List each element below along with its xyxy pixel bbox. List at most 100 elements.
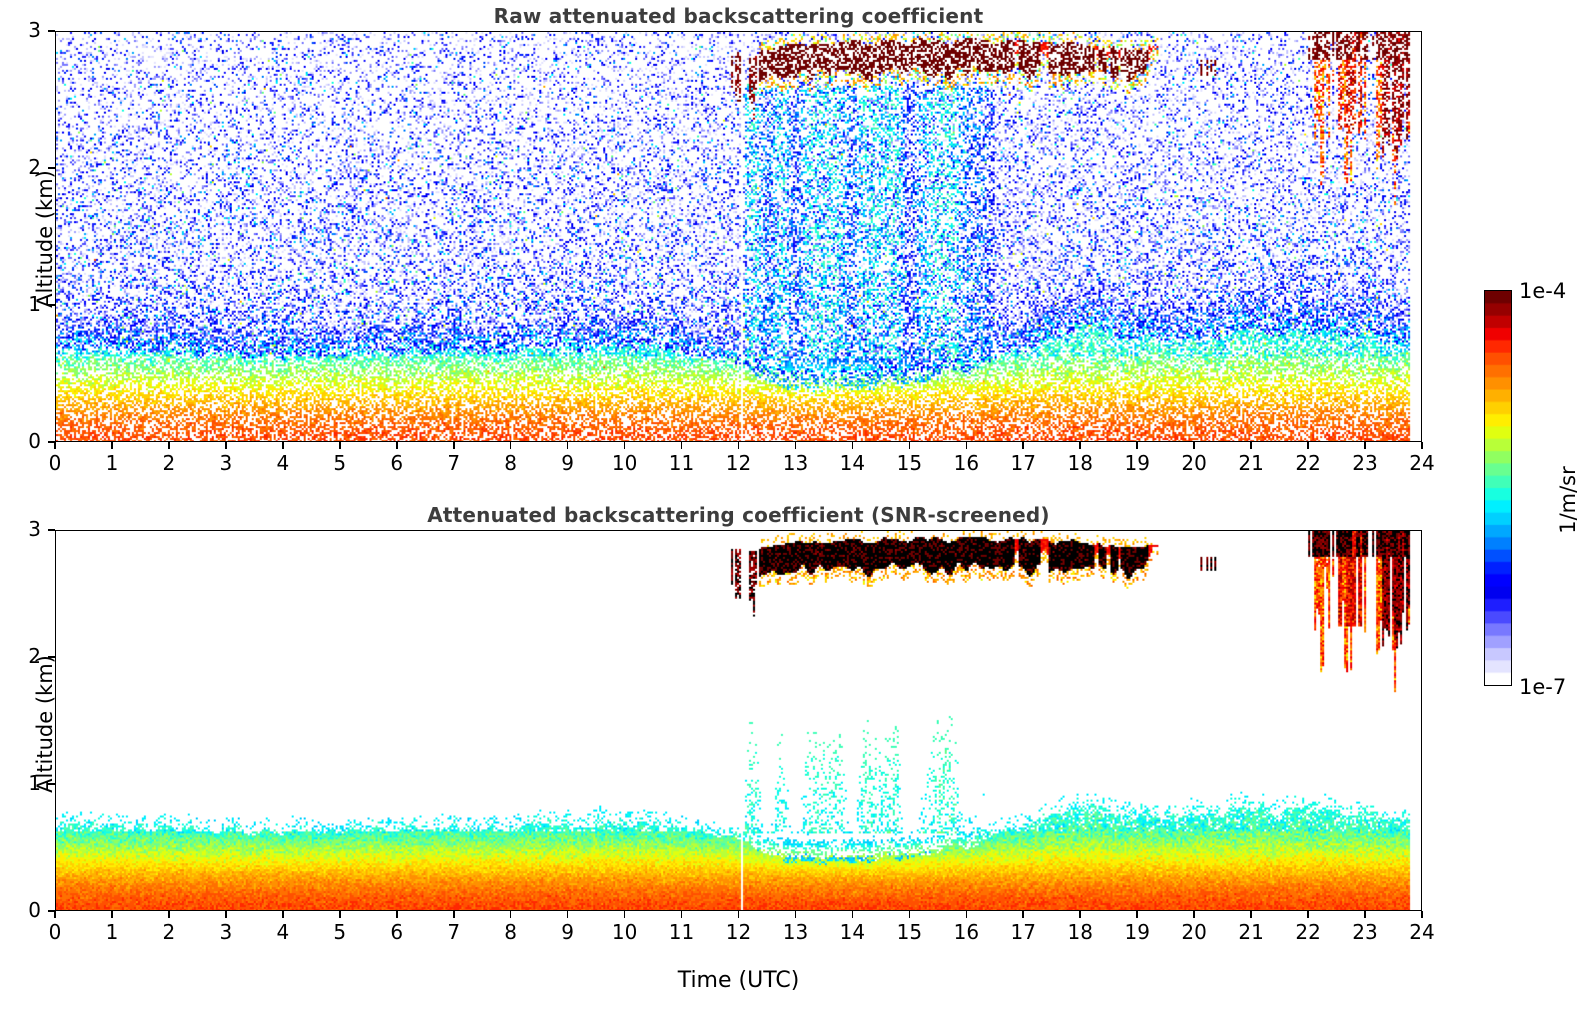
bot-ytick-3 [48, 529, 55, 531]
bot-xtick-2 [168, 911, 170, 918]
bot-xticklabel-16: 16 [953, 920, 980, 944]
top-xtick-18 [1079, 442, 1082, 449]
top-xticklabel-15: 15 [896, 451, 923, 475]
bot-xtick-15 [908, 911, 911, 918]
bot-xtick-7 [452, 911, 455, 918]
top-xtick-19 [1136, 442, 1138, 449]
top-xtick-11 [680, 442, 683, 449]
top-xticklabel-16: 16 [953, 451, 980, 475]
bot-xticklabel-23: 23 [1352, 920, 1378, 944]
top-ytick-2 [48, 167, 55, 169]
bot-ytick-1 [48, 783, 55, 785]
bot-xticklabel-0: 0 [48, 920, 62, 944]
top-panel-ylabel: Altitude (km) [33, 170, 57, 308]
top-xtick-12 [737, 442, 740, 449]
bot-xtick-17 [1022, 911, 1025, 918]
top-xticklabel-0: 0 [48, 451, 62, 475]
bot-xtick-9 [566, 911, 569, 918]
top-xtick-20 [1193, 442, 1195, 449]
bot-xtick-13 [794, 911, 797, 918]
bot-xticklabel-3: 3 [219, 920, 233, 944]
top-xticklabel-19: 19 [1124, 451, 1150, 475]
top-xticklabel-4: 4 [276, 451, 290, 475]
bot-xticklabel-11: 11 [668, 920, 695, 944]
bot-xticklabel-20: 20 [1181, 920, 1207, 944]
colorbar-title: 1/m/sr [1556, 466, 1580, 534]
bot-xtick-1 [111, 911, 113, 918]
bot-xticklabel-8: 8 [504, 920, 518, 944]
bottom-panel-title: Attenuated backscattering coefficient (S… [427, 503, 1050, 527]
bot-xticklabel-4: 4 [276, 920, 290, 944]
top-xtick-3 [225, 442, 227, 449]
bot-yticklabel-0: 0 [28, 898, 41, 922]
top-xtick-1 [111, 442, 113, 449]
x-axis-label: Time (UTC) [677, 968, 800, 993]
top-panel-title: Raw attenuated backscattering coefficien… [493, 4, 984, 28]
bot-xtick-12 [737, 911, 740, 918]
bot-xtick-20 [1193, 911, 1195, 918]
top-xtick-24 [1421, 442, 1423, 449]
top-panel-axes [55, 31, 1422, 442]
bot-xtick-4 [282, 911, 284, 918]
top-xticklabel-9: 9 [561, 451, 574, 475]
colorbar-max-label: 1e-4 [1519, 279, 1567, 303]
top-xticklabel-18: 18 [1067, 451, 1093, 475]
bot-ytick-0 [48, 910, 55, 912]
bottom-panel-ylabel: Altitude (km) [33, 655, 57, 793]
bot-xtick-3 [225, 911, 227, 918]
top-xticklabel-2: 2 [162, 451, 176, 475]
bot-xticklabel-10: 10 [611, 920, 638, 944]
bot-xtick-22 [1307, 911, 1309, 918]
top-xtick-2 [168, 442, 170, 449]
top-xticklabel-22: 22 [1295, 451, 1321, 475]
top-ytick-3 [48, 30, 55, 32]
top-xticklabel-23: 23 [1352, 451, 1378, 475]
bot-xticklabel-22: 22 [1295, 920, 1321, 944]
bot-xticklabel-13: 13 [782, 920, 809, 944]
top-xtick-4 [282, 442, 284, 449]
bot-xticklabel-12: 12 [725, 920, 752, 944]
bot-xticklabel-19: 19 [1124, 920, 1150, 944]
bot-xtick-18 [1079, 911, 1082, 918]
snr-screened-backscatter-heatmap [56, 531, 1421, 910]
top-xtick-23 [1364, 442, 1366, 449]
bot-xtick-6 [395, 911, 398, 918]
top-xtick-8 [509, 442, 512, 449]
top-xticklabel-13: 13 [782, 451, 809, 475]
top-xtick-6 [395, 442, 398, 449]
top-xtick-21 [1250, 442, 1252, 449]
bot-xtick-14 [851, 911, 854, 918]
top-yticklabel-0: 0 [28, 429, 41, 453]
bot-xtick-21 [1250, 911, 1252, 918]
top-xticklabel-12: 12 [725, 451, 752, 475]
bot-xticklabel-6: 6 [390, 920, 404, 944]
colorbar [1484, 290, 1512, 686]
bot-xticklabel-5: 5 [333, 920, 347, 944]
bot-ytick-2 [48, 656, 55, 658]
top-xticklabel-24: 24 [1409, 451, 1435, 475]
top-xtick-9 [566, 442, 569, 449]
top-yticklabel-2: 2 [28, 155, 41, 179]
top-xticklabel-5: 5 [333, 451, 347, 475]
bot-xticklabel-17: 17 [1010, 920, 1036, 944]
top-yticklabel-1: 1 [28, 292, 41, 316]
bot-yticklabel-2: 2 [28, 644, 41, 668]
bot-xticklabel-2: 2 [162, 920, 176, 944]
bot-xticklabel-14: 14 [839, 920, 866, 944]
bot-xticklabel-24: 24 [1409, 920, 1435, 944]
bot-xticklabel-15: 15 [896, 920, 923, 944]
bot-xtick-5 [338, 911, 341, 918]
top-xticklabel-21: 21 [1238, 451, 1264, 475]
bot-xticklabel-9: 9 [561, 920, 574, 944]
bot-xticklabel-18: 18 [1067, 920, 1093, 944]
top-ytick-1 [48, 304, 55, 306]
top-xticklabel-6: 6 [390, 451, 404, 475]
bot-yticklabel-3: 3 [28, 517, 41, 541]
top-xticklabel-1: 1 [105, 451, 119, 475]
top-xticklabel-10: 10 [611, 451, 638, 475]
bot-xticklabel-21: 21 [1238, 920, 1264, 944]
bot-xtick-8 [509, 911, 512, 918]
bot-xtick-0 [54, 911, 56, 918]
top-xticklabel-3: 3 [219, 451, 233, 475]
